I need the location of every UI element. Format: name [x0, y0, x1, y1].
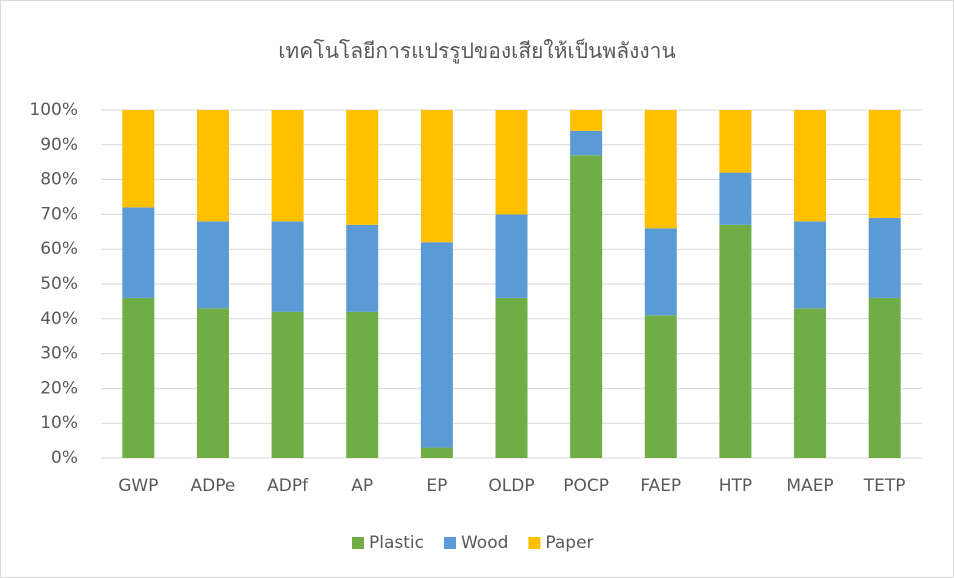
- x-tick-label: HTP: [719, 476, 752, 496]
- bar-segment: [570, 155, 603, 459]
- bar-segment: [868, 297, 901, 458]
- bar-segment: [196, 308, 229, 458]
- bar-segment: [420, 242, 453, 448]
- y-tick-label: 0%: [51, 448, 78, 468]
- x-tick-label: TETP: [863, 476, 906, 496]
- x-tick-label: MAEP: [786, 476, 833, 496]
- y-tick-label: 40%: [40, 309, 78, 329]
- y-tick-label: 50%: [40, 274, 78, 294]
- bar-segment: [794, 221, 827, 309]
- bar-segment: [868, 217, 901, 298]
- x-tick-label: AP: [351, 476, 373, 496]
- bar-segment: [495, 297, 528, 458]
- bar-segment: [271, 110, 304, 222]
- legend-swatch: [352, 537, 364, 549]
- bar-segment: [420, 110, 453, 243]
- bar-segment: [346, 110, 379, 225]
- bar-segment: [644, 110, 677, 229]
- bar-segment: [346, 311, 379, 458]
- y-tick-label: 60%: [40, 239, 78, 259]
- bar-segment: [644, 228, 677, 316]
- legend-swatch: [528, 537, 541, 549]
- y-tick-label: 90%: [40, 135, 78, 155]
- x-tick-label: GWP: [118, 476, 158, 496]
- bar-segment: [570, 110, 603, 131]
- y-tick-label: 20%: [40, 378, 78, 398]
- bar-segment: [719, 110, 752, 173]
- x-tick-label: FAEP: [640, 476, 681, 496]
- bar-segment: [719, 224, 752, 458]
- y-tick-label: 10%: [40, 413, 78, 433]
- bar-segment: [271, 221, 304, 312]
- bar-segment: [644, 315, 677, 458]
- x-tick-label: ADPf: [267, 476, 309, 496]
- x-tick-label: EP: [426, 476, 447, 496]
- bar-segment: [271, 311, 304, 458]
- bar-segment: [794, 308, 827, 458]
- bar-segment: [794, 110, 827, 222]
- y-tick-label: 100%: [29, 100, 78, 120]
- legend-label: Wood: [461, 533, 508, 553]
- bar-segment: [196, 221, 229, 309]
- legend-label: Paper: [545, 533, 593, 553]
- bar-segment: [196, 110, 229, 222]
- bar-segment: [868, 110, 901, 218]
- y-tick-label: 70%: [40, 204, 78, 224]
- bar-segment: [719, 172, 752, 225]
- y-tick-label: 30%: [40, 344, 78, 364]
- bar-segment: [570, 130, 603, 156]
- bar-segment: [122, 207, 155, 298]
- y-tick-label: 80%: [40, 170, 78, 190]
- x-tick-label: ADPe: [191, 476, 236, 496]
- bar-segment: [346, 224, 379, 312]
- chart-title: เทคโนโลยีการแปรรูปของเสียให้เป็นพลังงาน: [278, 37, 676, 64]
- x-tick-label: OLDP: [488, 476, 534, 496]
- bar-segment: [420, 447, 453, 458]
- x-tick-label: POCP: [563, 476, 609, 496]
- bar-segment: [495, 214, 528, 298]
- legend-label: Plastic: [369, 533, 424, 553]
- legend-swatch: [443, 537, 456, 549]
- bar-segment: [122, 110, 155, 208]
- bar-segment: [122, 297, 155, 458]
- bar-segment: [495, 110, 528, 215]
